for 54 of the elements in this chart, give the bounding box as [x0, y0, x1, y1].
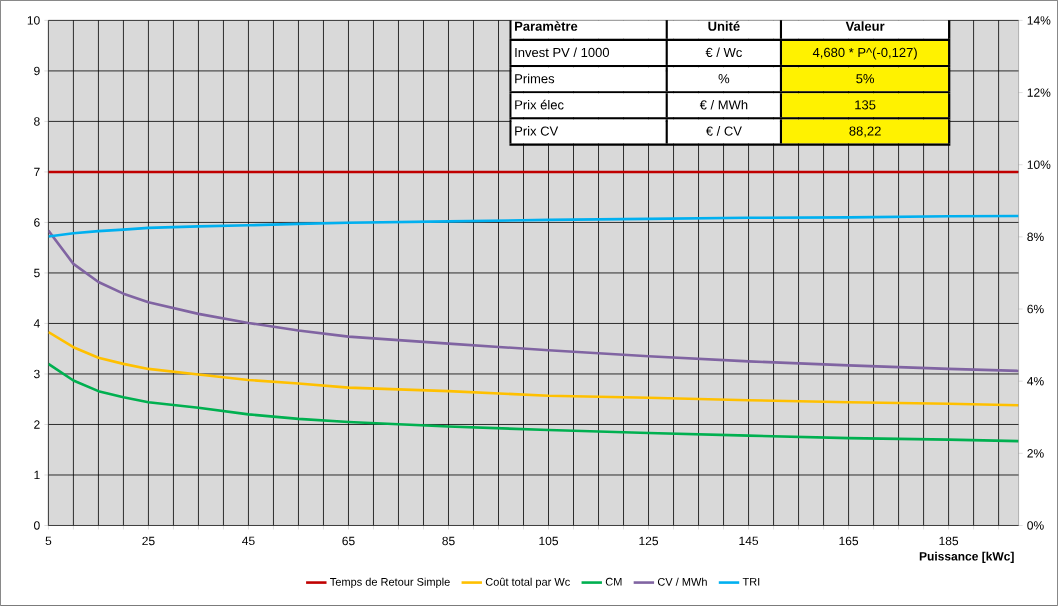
y-tick-label: 9: [34, 66, 40, 76]
annotation: %: [718, 74, 730, 84]
x-tick-label: 165: [839, 536, 859, 546]
annotation: Prix élec: [515, 99, 564, 110]
line-series: [48, 330, 1019, 407]
annotation: Prix CV: [515, 126, 559, 136]
annotation: 5%: [856, 74, 875, 84]
line-series: [48, 229, 1019, 373]
y-tick-label: 0: [34, 521, 40, 530]
annotation: € / MWh: [699, 99, 748, 110]
annotation: Paramètre: [515, 21, 578, 31]
x-axis-title: Puissance [kWc]: [919, 551, 1014, 563]
y2-tick-label: 6%: [1027, 304, 1044, 314]
x-tick-label: 25: [142, 536, 155, 546]
x-tick-label: 145: [739, 536, 759, 546]
annotation: Primes: [515, 73, 555, 84]
y2-tick-label: 12%: [1027, 88, 1051, 97]
annotation: 4,680 * P^(-0,127): [812, 47, 917, 60]
legend-label: Temps de Retour Simple: [330, 577, 450, 588]
x-tick-label: 185: [939, 536, 959, 546]
annotation: Invest PV / 1000: [515, 47, 610, 58]
y2-tick-label: 0%: [1027, 521, 1044, 530]
y-tick-label: 3: [33, 369, 40, 379]
y-tick-label: 5: [34, 268, 40, 278]
annotation: Unité: [708, 21, 740, 31]
x-tick-label: 45: [242, 536, 255, 546]
annotation: 135: [855, 100, 876, 110]
y2-tick-label: 2%: [1027, 449, 1044, 458]
legend-label: Coût total par Wc: [485, 577, 570, 588]
y2-tick-label: 8%: [1027, 232, 1044, 242]
x-tick-label: 125: [639, 536, 659, 546]
y-tick-label: 4: [33, 319, 40, 328]
y2-tick-label: 10%: [1027, 160, 1051, 170]
annotation: € / Wc: [705, 47, 742, 58]
y-tick-label: 6: [34, 218, 40, 227]
x-tick-label: 5: [45, 536, 52, 546]
y-tick-label: 10: [27, 16, 40, 25]
annotation: 88,22: [849, 126, 881, 138]
annotation: € / CV: [705, 126, 742, 136]
y-tick-label: 8: [34, 117, 40, 126]
y-tick-label: 2: [34, 420, 40, 429]
y2-tick-label: 4%: [1027, 377, 1044, 386]
line-series: [48, 362, 1019, 443]
line-series: [48, 214, 1019, 238]
x-tick-label: 65: [342, 536, 355, 546]
legend-label: TRI: [742, 577, 760, 586]
annotation: Valeur: [845, 21, 885, 31]
x-tick-label: 85: [442, 536, 455, 546]
y2-tick-label: 14%: [1027, 16, 1051, 25]
legend-label: CV / MWh: [657, 577, 707, 586]
y-tick-label: 7: [34, 167, 40, 177]
legend-label: CM: [605, 577, 622, 586]
x-tick-label: 105: [539, 536, 559, 546]
y-tick-label: 1: [34, 470, 40, 480]
